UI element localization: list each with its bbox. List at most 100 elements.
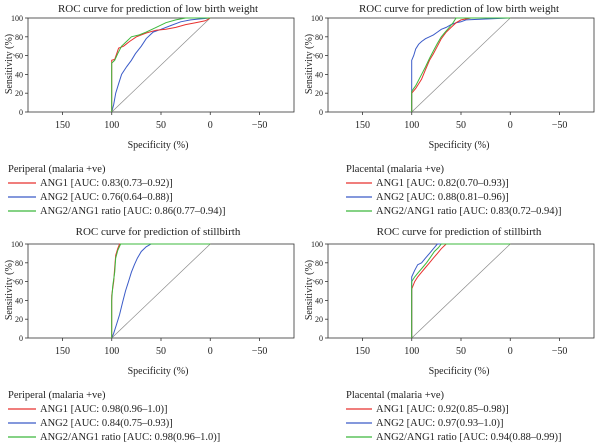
x-tick-label: 150 bbox=[55, 120, 70, 131]
panel-1-legend-ratio: ANG2/ANG1 ratio [AUC: 0.86(0.77–0.94)] bbox=[40, 206, 225, 217]
panel-3-xlabel: Specificity (%) bbox=[128, 366, 189, 377]
reference-diagonal bbox=[111, 17, 211, 113]
panel-4-legend-ratio: ANG2/ANG1 ratio [AUC: 0.94(0.88–0.99)] bbox=[376, 432, 561, 443]
panel-4-legend-title: Placental (malaria +ve) bbox=[346, 390, 445, 401]
panel-1-legend-ang1: ANG1 [AUC: 0.83(0.73–0.92)] bbox=[40, 178, 173, 189]
y-tick-label: 100 bbox=[311, 14, 323, 23]
reference-diagonal bbox=[111, 243, 211, 339]
series-ang2-line bbox=[111, 17, 211, 113]
series-ang2-line bbox=[411, 17, 511, 112]
x-tick-label: −50 bbox=[552, 346, 568, 357]
y-tick-label: 20 bbox=[15, 89, 23, 98]
panel-3-ylabel: Sensitivity (%) bbox=[4, 260, 15, 320]
panel-2-legend-ang2: ANG2 [AUC: 0.88(0.81–0.96)] bbox=[376, 192, 509, 203]
panel-1-title: ROC curve for prediction of low birth we… bbox=[58, 3, 258, 15]
series-ang1-line bbox=[411, 243, 511, 338]
panel-1-ylabel: Sensitivity (%) bbox=[4, 34, 15, 94]
panel-1-legend-ang2: ANG2 [AUC: 0.76(0.64–0.88)] bbox=[40, 192, 173, 203]
x-tick-label: −50 bbox=[252, 120, 268, 131]
panel-4-legend: Placental (malaria +ve) ANG1 [AUC: 0.92(… bbox=[346, 390, 561, 443]
panel-2-legend: Placental (malaria +ve) ANG1 [AUC: 0.82(… bbox=[346, 164, 561, 217]
panel-2-title: ROC curve for prediction of low birth we… bbox=[359, 3, 559, 15]
x-tick-label: 50 bbox=[156, 346, 166, 357]
series-ang1-line bbox=[111, 17, 211, 112]
x-tick-label: 0 bbox=[508, 346, 513, 357]
y-tick-label: 60 bbox=[315, 52, 323, 61]
y-tick-label: 40 bbox=[15, 296, 23, 305]
x-tick-label: 0 bbox=[208, 346, 213, 357]
series-ang1-line bbox=[411, 17, 511, 112]
y-tick-label: 80 bbox=[15, 33, 23, 42]
panel-4: ROC curve for prediction of stillbirth S… bbox=[304, 226, 595, 443]
x-tick-label: −50 bbox=[252, 346, 268, 357]
series-ratio-line bbox=[111, 243, 211, 338]
panel-4-ylabel: Sensitivity (%) bbox=[304, 260, 315, 320]
y-tick-label: 80 bbox=[315, 33, 323, 42]
x-tick-label: 50 bbox=[156, 120, 166, 131]
panel-1-legend: Periperal (malaria +ve) ANG1 [AUC: 0.83(… bbox=[8, 164, 225, 217]
series-ratio-line bbox=[411, 17, 511, 112]
panel-2-xlabel: Specificity (%) bbox=[429, 140, 490, 151]
y-tick-label: 100 bbox=[11, 14, 23, 23]
y-tick-label: 20 bbox=[315, 315, 323, 324]
y-tick-label: 20 bbox=[315, 89, 323, 98]
y-tick-label: 0 bbox=[19, 334, 23, 343]
x-tick-label: −50 bbox=[552, 120, 568, 131]
series-ang2-line bbox=[411, 243, 511, 338]
series-ang2-line bbox=[111, 243, 211, 339]
panel-2-legend-ratio: ANG2/ANG1 ratio [AUC: 0.83(0.72–0.94)] bbox=[376, 206, 561, 217]
x-tick-label: 100 bbox=[404, 346, 419, 357]
y-tick-label: 100 bbox=[11, 240, 23, 249]
panel-3-legend-title: Periperal (malaria +ve) bbox=[8, 390, 106, 401]
panel-2: ROC curve for prediction of low birth we… bbox=[304, 3, 595, 217]
x-tick-label: 100 bbox=[404, 120, 419, 131]
panel-3-legend-ang2: ANG2 [AUC: 0.84(0.75–0.93)] bbox=[40, 418, 173, 429]
panel-3-legend: Periperal (malaria +ve) ANG1 [AUC: 0.98(… bbox=[8, 390, 220, 443]
reference-diagonal bbox=[411, 17, 511, 113]
y-tick-label: 0 bbox=[319, 334, 323, 343]
x-tick-label: 150 bbox=[355, 346, 370, 357]
x-tick-label: 100 bbox=[104, 346, 119, 357]
x-tick-label: 50 bbox=[456, 346, 466, 357]
y-tick-label: 0 bbox=[319, 108, 323, 117]
panel-3-title: ROC curve for prediction of stillbirth bbox=[76, 226, 241, 238]
x-tick-label: 100 bbox=[104, 120, 119, 131]
y-tick-label: 80 bbox=[315, 259, 323, 268]
y-tick-label: 0 bbox=[19, 108, 23, 117]
y-tick-label: 80 bbox=[15, 259, 23, 268]
x-tick-label: 50 bbox=[456, 120, 466, 131]
y-tick-label: 60 bbox=[15, 52, 23, 61]
y-tick-label: 20 bbox=[15, 315, 23, 324]
y-tick-label: 100 bbox=[311, 240, 323, 249]
panel-4-legend-ang1: ANG1 [AUC: 0.92(0.85–0.98)] bbox=[376, 404, 509, 415]
panel-1-plot: 0 20 40 60 80 100 150 100 50 0 −50 bbox=[11, 14, 295, 131]
x-tick-label: 150 bbox=[355, 120, 370, 131]
panel-3-legend-ang1: ANG1 [AUC: 0.98(0.96–1.0)] bbox=[40, 404, 167, 415]
panel-4-plot: 0 20 40 60 80 100 150 100 50 0 −50 bbox=[311, 240, 595, 357]
y-tick-label: 40 bbox=[315, 70, 323, 79]
panel-4-xlabel: Specificity (%) bbox=[429, 366, 490, 377]
y-tick-label: 40 bbox=[15, 70, 23, 79]
panel-2-legend-ang1: ANG1 [AUC: 0.82(0.70–0.93)] bbox=[376, 178, 509, 189]
panel-3-legend-ratio: ANG2/ANG1 ratio [AUC: 0.98(0.96–1.0)] bbox=[40, 432, 220, 443]
panel-2-plot: 0 20 40 60 80 100 150 100 50 0 −50 bbox=[311, 14, 595, 131]
series-ratio-line bbox=[411, 243, 511, 338]
x-tick-label: 0 bbox=[208, 120, 213, 131]
panel-1-legend-title: Periperal (malaria +ve) bbox=[8, 164, 106, 175]
panel-4-title: ROC curve for prediction of stillbirth bbox=[377, 226, 542, 238]
y-tick-label: 60 bbox=[315, 278, 323, 287]
y-tick-label: 40 bbox=[315, 296, 323, 305]
panel-3-plot: 0 20 40 60 80 100 150 100 50 0 −50 bbox=[11, 240, 295, 357]
x-tick-label: 0 bbox=[508, 120, 513, 131]
panel-4-legend-ang2: ANG2 [AUC: 0.97(0.93–1.0)] bbox=[376, 418, 503, 429]
panel-1-xlabel: Specificity (%) bbox=[128, 140, 189, 151]
panel-2-ylabel: Sensitivity (%) bbox=[304, 34, 315, 94]
panel-2-legend-title: Placental (malaria +ve) bbox=[346, 164, 445, 175]
x-tick-label: 150 bbox=[55, 346, 70, 357]
series-ratio-line bbox=[111, 17, 211, 112]
reference-diagonal bbox=[411, 243, 511, 339]
panel-3: ROC curve for prediction of stillbirth S… bbox=[4, 226, 295, 443]
panel-1: ROC curve for prediction of low birth we… bbox=[4, 3, 295, 217]
y-tick-label: 60 bbox=[15, 278, 23, 287]
